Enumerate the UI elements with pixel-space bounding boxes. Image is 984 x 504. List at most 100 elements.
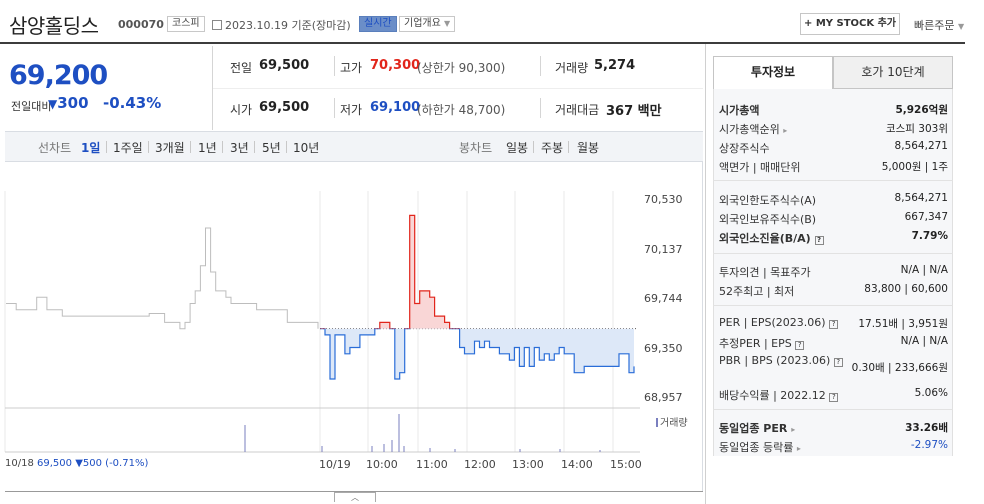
help-icon[interactable]: ? — [795, 341, 805, 350]
info-row-foreign-limit: 외국인한도주식수(A) 8,564,271 — [719, 190, 948, 208]
quick-order-dropdown[interactable]: 빠른주문 ▼ — [914, 17, 964, 33]
y-tick-label: 70,137 — [644, 243, 683, 256]
divider — [713, 305, 953, 306]
divider — [334, 56, 335, 76]
x-tick-label: 11:00 — [416, 458, 448, 471]
open-value: 69,500 — [259, 100, 310, 115]
market-badge: 코스피 — [167, 16, 205, 32]
info-value: 8,564,271 — [894, 192, 948, 204]
help-icon[interactable]: ? — [833, 358, 843, 367]
price-line-down — [320, 328, 635, 380]
chevron-up-icon: ︿ — [351, 493, 359, 502]
info-key: PER | EPS(2023.06) ? — [719, 316, 839, 329]
volume-legend: 거래량 — [656, 414, 688, 429]
x-tick-label: 12:00 — [464, 458, 496, 471]
info-key: PBR | BPS (2023.06) ? — [719, 354, 843, 367]
y-tick-label: 68,957 — [644, 391, 683, 404]
candle-daily[interactable]: 일봉 — [506, 141, 529, 155]
open-label: 시가 — [230, 103, 253, 117]
help-icon[interactable]: ? — [814, 236, 824, 245]
info-key-text: 추정PER | EPS — [719, 337, 792, 350]
info-row-sector-per[interactable]: 동일업종 PER ▸ 33.26배 — [719, 418, 948, 436]
info-value: 0.30배 | 233,666원 — [851, 362, 948, 374]
info-row-market-cap: 시가총액 5,926억원 — [719, 100, 948, 118]
prev-close-value: 69,500 — [259, 58, 310, 73]
info-value: 5,926억원 — [895, 104, 948, 116]
period-1w[interactable]: 1주일 — [113, 141, 143, 155]
info-key-text: 외국인소진율(B/A) — [719, 232, 811, 245]
x-tick-label: 10/19 — [319, 458, 351, 471]
quote-date: 2023.10.19 기준(장마감) — [212, 17, 351, 33]
current-price: 69,200 — [9, 60, 108, 91]
info-value: 5.06% — [914, 387, 948, 399]
prev-close-label: 전일 — [230, 61, 253, 75]
info-key: 52주최고 | 최저 — [719, 285, 795, 298]
info-row-sector-change[interactable]: 동일업종 등락률 ▸ -2.97% — [719, 437, 948, 455]
info-key: 배당수익률 | 2022.12 ? — [719, 387, 839, 403]
stock-code: 000070 — [118, 18, 164, 31]
y-tick-label: 69,350 — [644, 342, 683, 355]
period-1d[interactable]: 1일 — [81, 141, 101, 155]
tab-hoga-10[interactable]: 호가 10단계 — [833, 56, 953, 89]
chevron-down-icon: ▼ — [444, 19, 451, 28]
chevron-right-icon: ▸ — [791, 425, 796, 434]
period-10y[interactable]: 10년 — [293, 141, 320, 155]
period-3m[interactable]: 3개월 — [155, 141, 185, 155]
chevron-right-icon: ▸ — [796, 444, 801, 453]
period-bar — [5, 131, 703, 162]
chart-bottom-border — [5, 491, 703, 492]
realtime-button[interactable]: 실시간 — [359, 16, 397, 32]
info-key-text: PBR | BPS (2023.06) — [719, 354, 831, 367]
company-info-dropdown[interactable]: 기업개요 ▼ — [399, 16, 456, 32]
prev-day-change: ▼500 — [75, 458, 102, 469]
info-key-text: PER | EPS(2023.06) — [719, 316, 826, 329]
x-tick-label: 15:00 — [610, 458, 642, 471]
help-icon[interactable]: ? — [829, 320, 839, 329]
help-icon[interactable]: ? — [829, 393, 839, 402]
divider — [212, 46, 213, 130]
prev-day-close: 69,500 — [37, 458, 73, 469]
divider — [213, 88, 703, 89]
period-5y[interactable]: 5년 — [262, 141, 281, 155]
divider — [254, 141, 255, 153]
divider — [713, 253, 953, 254]
info-key: 시가총액순위 ▸ — [719, 121, 787, 137]
info-row-pbr: PBR | BPS (2023.06) ? 0.30배 | 233,666원 — [719, 352, 948, 382]
period-1y[interactable]: 1년 — [198, 141, 217, 155]
y-tick-label: 69,744 — [644, 292, 683, 305]
info-row-cap-rank[interactable]: 시가총액순위 ▸ 코스피 303위 — [719, 119, 948, 137]
price-change-value: 300 — [57, 94, 89, 112]
info-row-opinion: 투자의견 | 목표주가 N/A | N/A — [719, 262, 948, 280]
info-row-foreign-hold: 외국인보유주식수(B) 667,347 — [719, 209, 948, 227]
plus-icon: + — [803, 18, 813, 29]
y-tick-label: 70,530 — [644, 193, 683, 206]
info-value: 83,800 | 60,600 — [864, 283, 948, 295]
price-area-down — [320, 328, 634, 379]
info-row-per: PER | EPS(2023.06) ? 17.51배 | 3,951원 — [719, 314, 948, 332]
quick-order-label: 빠른주문 — [914, 19, 955, 32]
divider — [222, 141, 223, 153]
expand-chart-handle[interactable]: ︿ — [334, 492, 376, 502]
divider — [148, 141, 149, 153]
volume-bar-icon — [656, 418, 658, 427]
info-value: 17.51배 | 3,951원 — [858, 318, 948, 330]
volume-label: 거래량 — [555, 61, 589, 75]
price-change: ▼300 — [48, 94, 89, 112]
period-3y[interactable]: 3년 — [230, 141, 249, 155]
divider — [190, 141, 191, 153]
candle-monthly[interactable]: 월봉 — [577, 141, 600, 155]
prev-day-summary: 10/18 69,500 ▼500 (-0.71%) — [5, 458, 148, 469]
volume-legend-label: 거래량 — [660, 418, 688, 429]
x-tick-label: 14:00 — [561, 458, 593, 471]
x-tick-label: 10:00 — [366, 458, 398, 471]
line-chart-label: 선차트 — [38, 141, 72, 155]
tab-invest-info[interactable]: 투자정보 — [713, 56, 833, 89]
high-label: 고가 — [340, 61, 363, 75]
info-key: 외국인소진율(B/A) ? — [719, 230, 824, 246]
low-label: 저가 — [340, 103, 363, 117]
add-mystock-button[interactable]: + MY STOCK 추가 — [800, 13, 900, 35]
candle-weekly[interactable]: 주봉 — [541, 141, 564, 155]
invest-info-panel — [713, 89, 953, 456]
divider — [713, 180, 953, 181]
lower-limit: (하한가 48,700) — [417, 103, 506, 117]
